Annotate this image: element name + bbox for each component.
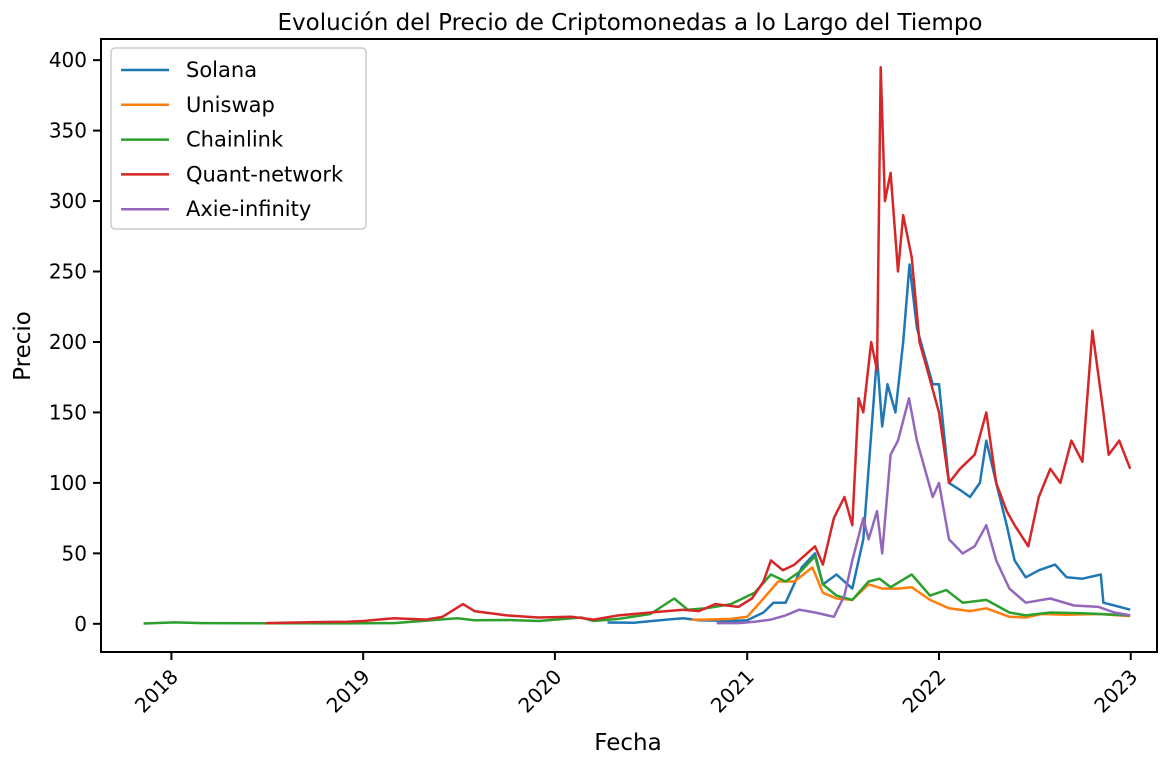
legend-box xyxy=(110,47,367,230)
series-line-chainlink xyxy=(143,554,1131,625)
x-axis: 2018 2019 2020 2021 2022 2023 xyxy=(130,652,1142,718)
legend-label-axie-infinity: Axie-infinity xyxy=(186,197,311,221)
y-tick-label: 300 xyxy=(49,189,87,213)
legend-label-uniswap: Uniswap xyxy=(186,93,275,117)
x-tick-label: 2019 xyxy=(322,665,375,718)
y-tick-label: 50 xyxy=(62,541,87,565)
series-line-solana xyxy=(607,263,1131,624)
y-tick-label: 400 xyxy=(49,48,87,72)
legend-label-solana: Solana xyxy=(186,58,257,82)
y-tick-label: 0 xyxy=(74,612,87,636)
y-tick-label: 150 xyxy=(49,400,87,424)
x-tick-label: 2022 xyxy=(898,665,951,718)
y-tick-label: 250 xyxy=(49,260,87,284)
y-axis: 0 50 100 150 200 250 300 350 400 xyxy=(49,48,101,636)
x-tick-label: 2021 xyxy=(706,665,759,718)
x-tick-label: 2020 xyxy=(513,665,566,718)
legend: Solana Uniswap Chainlink Quant-network Axie-… xyxy=(110,47,367,230)
series-line-uniswap xyxy=(691,566,1131,621)
x-axis-label: Fecha xyxy=(594,730,661,756)
y-tick-label: 200 xyxy=(49,330,87,354)
y-axis-label: Precio xyxy=(10,311,36,381)
legend-label-quant-network: Quant-network xyxy=(186,162,344,186)
legend-label-chainlink: Chainlink xyxy=(186,128,284,152)
y-tick-label: 100 xyxy=(49,471,87,495)
x-tick-label: 2018 xyxy=(130,665,183,718)
series-layer xyxy=(143,65,1132,625)
series-line-axie-infinity xyxy=(716,397,1131,625)
chart-title: Evolución del Precio de Criptomonedas a … xyxy=(278,10,983,36)
x-tick-label: 2023 xyxy=(1089,665,1142,718)
plot-frame xyxy=(100,38,1158,653)
y-tick-label: 350 xyxy=(49,119,87,143)
series-line-quant-network xyxy=(265,65,1132,625)
